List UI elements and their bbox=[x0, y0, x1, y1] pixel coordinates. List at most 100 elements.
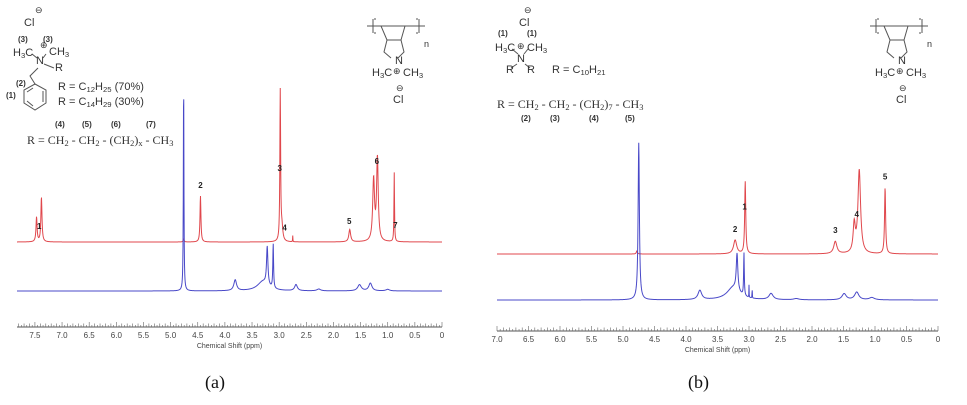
polymer-backbone bbox=[367, 19, 425, 33]
chain-label: (3) bbox=[550, 114, 560, 123]
benzyl-bond bbox=[29, 67, 39, 85]
formula-text: C bbox=[887, 67, 896, 79]
x-tick-label: 4.0 bbox=[219, 331, 231, 340]
subscript: 3 bbox=[169, 139, 174, 149]
left-methyl: H3C bbox=[372, 67, 393, 80]
peak-label: 2 bbox=[198, 181, 203, 190]
x-tick-label: 1.0 bbox=[869, 335, 881, 344]
left-methyl: H3C bbox=[13, 47, 34, 60]
chloride-label: Cl bbox=[393, 94, 404, 106]
formula-text: C bbox=[25, 47, 34, 59]
cation-charge: ⊕ bbox=[896, 66, 904, 76]
chain-formula: R = CH2 - CH2 - (CH2)x - CH3 bbox=[27, 134, 174, 149]
peak-label: 4 bbox=[855, 210, 860, 219]
formula-text: H bbox=[95, 81, 103, 93]
chain-label: (5) bbox=[625, 114, 635, 123]
formula-text: H bbox=[495, 42, 503, 54]
subscript: 2 bbox=[600, 103, 605, 113]
chain-label: (4) bbox=[55, 120, 65, 129]
spectrum-panel: 7.0 6.5 6.0 5.5 5.0 4.5 4.0 3.5 3.0 2.5 2.0 1.5 1.0 0… bbox=[491, 142, 941, 354]
x-tick-label: 2.0 bbox=[328, 331, 340, 340]
x-tick-label: 5.5 bbox=[138, 331, 150, 340]
x-tick-label: 1.5 bbox=[355, 331, 367, 340]
x-axis-title: Chemical Shift (ppm) bbox=[685, 347, 750, 354]
right-methyl: CH3 bbox=[527, 43, 548, 55]
repeat-unit-n: n bbox=[927, 39, 933, 49]
subscript: 3 bbox=[542, 45, 548, 55]
chain-label: (6) bbox=[111, 120, 121, 129]
x-tick-label: 5.0 bbox=[617, 335, 629, 344]
formula-text: C bbox=[384, 67, 393, 79]
nitrogen-label: N bbox=[36, 55, 44, 67]
chain-label: (2) bbox=[521, 114, 531, 123]
subscript: 3 bbox=[921, 70, 927, 80]
benzene-double-bonds bbox=[26, 87, 44, 107]
right-methyl: CH3 bbox=[403, 67, 423, 80]
x-tick-label: 0.5 bbox=[901, 335, 913, 344]
formula-text: - (CH bbox=[569, 97, 601, 111]
formula-text: (30%) bbox=[111, 96, 144, 108]
formula-text: H bbox=[13, 47, 21, 59]
x-tick-label: 0 bbox=[936, 335, 941, 344]
peak-label: 7 bbox=[393, 221, 398, 230]
cation-charge: ⊕ bbox=[517, 41, 525, 51]
formula-text: H bbox=[95, 96, 103, 108]
chloride-label: Cl bbox=[519, 17, 530, 29]
x-tick-label: 2.5 bbox=[775, 335, 787, 344]
spectrum-panel: 7.5 7.0 6.5 6.0 5.5 5.0 4.5 4.0 3.5 3.0 2.5 2.0 1.5 1… bbox=[17, 87, 445, 350]
x-tick-label: 0.5 bbox=[409, 331, 421, 340]
benzyl-label: (2) bbox=[16, 79, 26, 88]
repeat-unit-n: n bbox=[424, 39, 430, 49]
formula-text: R = C bbox=[58, 96, 87, 108]
formula-text: CH bbox=[906, 67, 922, 79]
left-methyl: H3C bbox=[875, 67, 896, 80]
substituent-label: R bbox=[506, 64, 514, 76]
x-tick-label: 3.0 bbox=[743, 335, 755, 344]
subscript: 21 bbox=[596, 67, 606, 77]
x-tick-label: 7.5 bbox=[29, 331, 41, 340]
x-tick-label: 4.5 bbox=[192, 331, 204, 340]
polymer-brackets bbox=[374, 18, 418, 34]
x-tick-label: 7.0 bbox=[491, 335, 503, 344]
subscript: x bbox=[138, 139, 143, 149]
x-tick-label: 0 bbox=[440, 331, 445, 340]
cation-charge: ⊕ bbox=[40, 40, 48, 50]
nitrogen-label: N bbox=[517, 53, 525, 65]
formula-text: - CH bbox=[538, 97, 566, 111]
right-methyl: CH3 bbox=[49, 47, 69, 59]
peak-label: 5 bbox=[347, 217, 352, 226]
polymer-brackets bbox=[877, 18, 921, 34]
nitrogen-label: N bbox=[898, 55, 906, 67]
peak-label: 1 bbox=[742, 202, 747, 211]
formula-text: R = C bbox=[552, 64, 581, 76]
x-tick-label: 1.5 bbox=[838, 335, 850, 344]
formula-text: H bbox=[589, 64, 597, 76]
formula-text: CH bbox=[403, 67, 419, 79]
anion-charge: ⊖ bbox=[35, 5, 43, 15]
r-definition-2: R = C14H29 (30%) bbox=[58, 96, 144, 109]
methyl-label: (3) bbox=[18, 35, 28, 44]
anion-charge: ⊖ bbox=[524, 5, 532, 15]
peak-label: 4 bbox=[282, 224, 287, 233]
formula-text: R = C bbox=[58, 81, 87, 93]
subscript: 3 bbox=[502, 45, 508, 55]
methyl-label: (1) bbox=[527, 29, 537, 38]
left-methyl: H3C bbox=[495, 42, 516, 55]
blue-spectrum-line bbox=[497, 142, 938, 301]
formula-text: C bbox=[507, 42, 516, 54]
subscript: 12 bbox=[86, 84, 95, 94]
subscript: 10 bbox=[580, 67, 589, 77]
chain-formula: R = CH2 - CH2 - (CH2)7 - CH3 bbox=[497, 97, 643, 113]
anion-charge: ⊖ bbox=[396, 83, 404, 93]
formula-text: ) bbox=[604, 97, 609, 111]
ammonium-bonds bbox=[31, 53, 55, 69]
peak-label: 5 bbox=[883, 172, 888, 181]
x-tick-label: 7.0 bbox=[56, 331, 68, 340]
benzene-ring-icon bbox=[23, 83, 47, 111]
r-definition-1: R = C12H25 (70%) bbox=[58, 81, 144, 94]
peak-label: 3 bbox=[833, 226, 838, 235]
formula-text: H bbox=[372, 67, 380, 79]
methyl-label: (1) bbox=[498, 29, 508, 38]
x-tick-label: 3.0 bbox=[274, 331, 286, 340]
pyrrolidinium-ring-icon bbox=[883, 25, 909, 59]
